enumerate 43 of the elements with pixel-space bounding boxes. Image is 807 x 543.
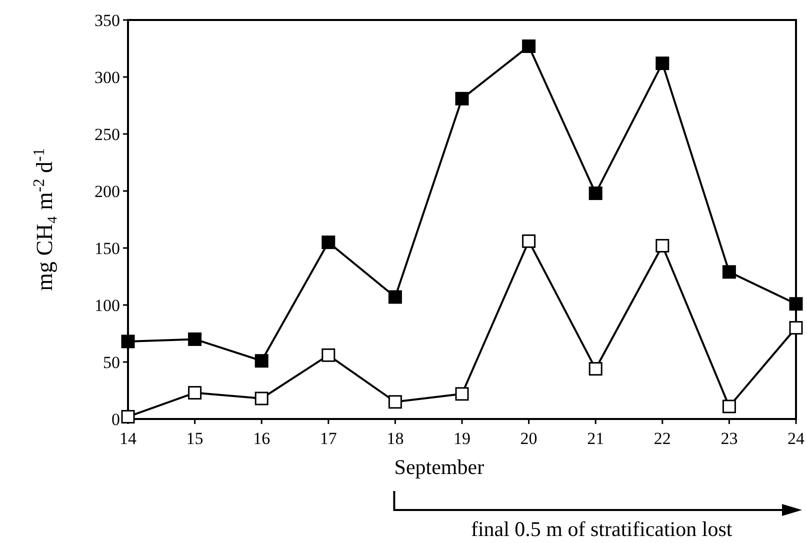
x-tick-label: 16 bbox=[253, 429, 270, 448]
point bbox=[322, 236, 336, 250]
point bbox=[121, 410, 135, 424]
point bbox=[254, 392, 268, 406]
point bbox=[121, 334, 135, 348]
x-tick-label: 19 bbox=[454, 429, 470, 448]
x-tick-label: 14 bbox=[120, 429, 137, 448]
y-tick-label: 300 bbox=[94, 68, 120, 87]
point bbox=[188, 332, 202, 346]
point bbox=[722, 400, 736, 414]
point bbox=[455, 387, 469, 401]
x-tick-label: 23 bbox=[720, 429, 738, 448]
x-axis-title: September bbox=[394, 455, 484, 479]
point bbox=[588, 186, 602, 200]
point bbox=[455, 92, 469, 106]
x-tick-label: 24 bbox=[788, 429, 805, 448]
point bbox=[388, 290, 402, 304]
y-tick-label: 100 bbox=[94, 296, 120, 315]
point bbox=[522, 39, 536, 53]
point bbox=[388, 395, 402, 409]
y-tick-label: 150 bbox=[94, 238, 120, 258]
y-tick-label: 200 bbox=[94, 182, 120, 201]
x-tick-label: 18 bbox=[386, 429, 404, 448]
x-tick-label: 15 bbox=[186, 429, 204, 448]
x-tick-label: 20 bbox=[520, 429, 538, 448]
x-tick-label: 21 bbox=[587, 429, 604, 448]
y-tick-label: 0 bbox=[112, 410, 120, 429]
point bbox=[588, 362, 602, 376]
x-tick-label: 17 bbox=[320, 429, 338, 448]
point bbox=[254, 354, 268, 368]
point bbox=[522, 234, 536, 248]
point bbox=[322, 348, 336, 362]
point bbox=[188, 386, 202, 400]
text: final 0.5 m of stratification lost bbox=[470, 517, 732, 541]
y-tick-label: 250 bbox=[94, 124, 120, 144]
x-tick-label: 22 bbox=[654, 429, 671, 448]
point bbox=[722, 265, 736, 279]
point bbox=[789, 297, 803, 311]
point bbox=[789, 321, 803, 335]
point bbox=[656, 238, 670, 252]
y-tick-label: 50 bbox=[103, 352, 120, 372]
y-tick-label: 350 bbox=[94, 10, 120, 30]
point bbox=[656, 56, 670, 70]
